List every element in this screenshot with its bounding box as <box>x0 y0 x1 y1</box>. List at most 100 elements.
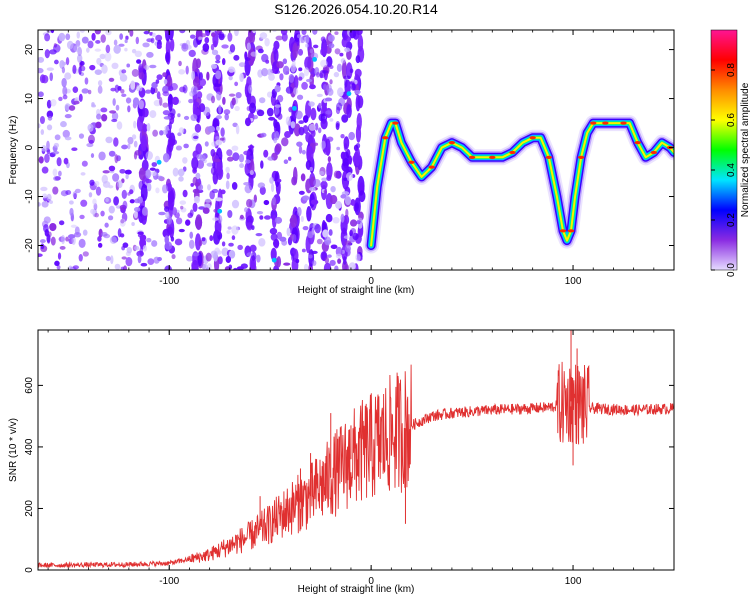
spectrogram-noise-blob <box>127 105 131 113</box>
spectrogram-streak-blob <box>326 162 333 180</box>
spectrogram-noise-blob <box>41 200 49 208</box>
spectrogram-noise-blob <box>277 113 283 120</box>
spectrogram-noise-blob <box>352 155 357 163</box>
spectrogram-noise-blob <box>169 139 178 146</box>
spectrogram-noise-blob <box>330 244 338 250</box>
spectrogram-noise-blob <box>61 77 67 88</box>
spectrogram-ridge-peak <box>650 150 658 155</box>
spectrogram-noise-blob <box>59 245 66 250</box>
spectrogram-noise-blob <box>144 64 150 71</box>
spectrogram-noise-blob <box>168 121 172 130</box>
spectrogram-noise-blob <box>235 124 240 135</box>
spectrogram-noise-blob <box>232 122 238 128</box>
spectrogram-noise-blob <box>138 180 144 190</box>
spectrogram-noise-blob <box>54 134 61 141</box>
spectrogram-noise-blob <box>297 206 302 217</box>
spectrogram-noise-blob <box>54 176 62 181</box>
spectrogram-noise-blob <box>236 266 245 270</box>
spectrogram-noise-blob <box>201 237 206 242</box>
spectrogram-noise-blob <box>296 34 301 39</box>
spectrogram-noise-blob <box>164 235 170 244</box>
spectrogram-noise-blob <box>157 257 162 262</box>
spectrogram-noise-blob <box>108 165 116 172</box>
spectrogram-noise-blob <box>250 51 258 57</box>
snr-x-label: Height of straight line (km) <box>298 584 415 595</box>
spectrogram-streak-blob <box>272 214 277 229</box>
spectrogram-noise-blob <box>42 193 48 199</box>
spectrogram-noise-blob <box>196 91 203 99</box>
spectrogram-streak-blob <box>167 191 175 211</box>
spectrogram-noise-blob <box>147 258 155 266</box>
spectrogram-streak-blob <box>293 75 299 90</box>
spectrogram-noise-blob <box>297 48 304 56</box>
spectrogram-noise-blob <box>274 130 280 141</box>
spectrogram-noise-blob <box>206 263 212 270</box>
spectrogram-noise-blob <box>137 231 144 235</box>
spectrogram-noise-blob <box>68 200 74 205</box>
spectrogram-noise-blob <box>175 145 183 151</box>
spectrogram-noise-blob <box>193 108 201 116</box>
spectrogram-noise-blob <box>38 156 44 164</box>
spectrogram-noise-blob <box>94 212 99 218</box>
spectrogram-noise-blob <box>53 142 60 148</box>
spectrogram-noise-blob <box>219 137 225 141</box>
spectrogram-noise-blob <box>214 83 222 87</box>
colorbar-tick-label: 0.2 <box>726 213 737 227</box>
spectrogram-noise-blob <box>277 178 282 183</box>
spectrogram-ridge-peak <box>545 155 553 159</box>
spectrogram-streak-blob <box>356 112 362 131</box>
spectrogram-streak-blob <box>273 48 279 62</box>
spectrogram-noise-blob <box>110 255 114 265</box>
spectrogram-noise-blob <box>191 260 199 270</box>
spectrogram-noise-blob <box>68 105 76 111</box>
spectrogram-noise-blob <box>138 63 143 73</box>
spectrogram-noise-blob <box>108 77 115 82</box>
spectrogram-noise-blob <box>274 106 280 116</box>
spectrogram-noise-blob <box>127 136 134 145</box>
spectrogram-noise-blob <box>266 107 274 117</box>
spectrogram-noise-blob <box>340 151 346 160</box>
spectrogram-noise-blob <box>320 140 326 150</box>
spectrogram-noise-blob <box>202 207 210 214</box>
spectrogram-hotspot <box>346 91 352 97</box>
spectrogram-noise-blob <box>99 53 106 60</box>
spectrogram-noise-blob <box>155 187 160 194</box>
spectrogram-noise-blob <box>221 44 229 49</box>
spectrogram-noise-blob <box>298 126 305 136</box>
spectrogram-noise-blob <box>44 49 50 59</box>
spectrogram-noise-blob <box>120 88 125 94</box>
spectrogram-noise-blob <box>105 30 112 36</box>
spectrogram-noise-blob <box>162 91 170 97</box>
spectrogram-noise-blob <box>223 109 231 115</box>
spectrogram-noise-blob <box>200 33 207 38</box>
spectrogram-y-label: Frequency (Hz) <box>8 116 19 185</box>
spectrogram-noise-blob <box>78 238 86 248</box>
spectrogram-noise-blob <box>193 195 201 204</box>
spectrogram-noise-blob <box>266 91 273 98</box>
spectrogram-noise-blob <box>66 40 74 50</box>
spectrogram-noise-blob <box>291 233 297 243</box>
spectrogram-noise-blob <box>261 68 269 77</box>
spectrogram-noise-blob <box>46 30 53 33</box>
spectrogram-noise-blob <box>311 250 318 255</box>
spectrogram-noise-blob <box>231 235 236 241</box>
spectrogram-noise-blob <box>300 36 305 44</box>
spectrogram-noise-blob <box>288 156 292 161</box>
spectrogram-noise-blob <box>333 71 340 78</box>
spectrogram-noise-blob <box>126 246 133 254</box>
spectrogram-noise-blob <box>324 236 332 246</box>
spectrogram-noise-blob <box>90 153 95 159</box>
spectrogram-noise-blob <box>164 265 172 270</box>
spectrogram-streak-blob <box>165 51 170 63</box>
spectrogram-noise-blob <box>145 169 152 179</box>
spectrogram-noise-blob <box>105 136 113 144</box>
spectrogram-noise-blob <box>182 189 188 198</box>
spectrogram-streak-blob <box>191 156 199 170</box>
spectrogram-noise-blob <box>146 51 154 58</box>
spectrogram-noise-blob <box>198 72 203 81</box>
spectrogram-noise-blob <box>170 236 175 242</box>
spectrogram-noise-blob <box>295 110 303 120</box>
spectrogram-noise-blob <box>151 81 158 89</box>
spectrogram-noise-blob <box>354 202 360 210</box>
snr-frame <box>37 329 675 571</box>
